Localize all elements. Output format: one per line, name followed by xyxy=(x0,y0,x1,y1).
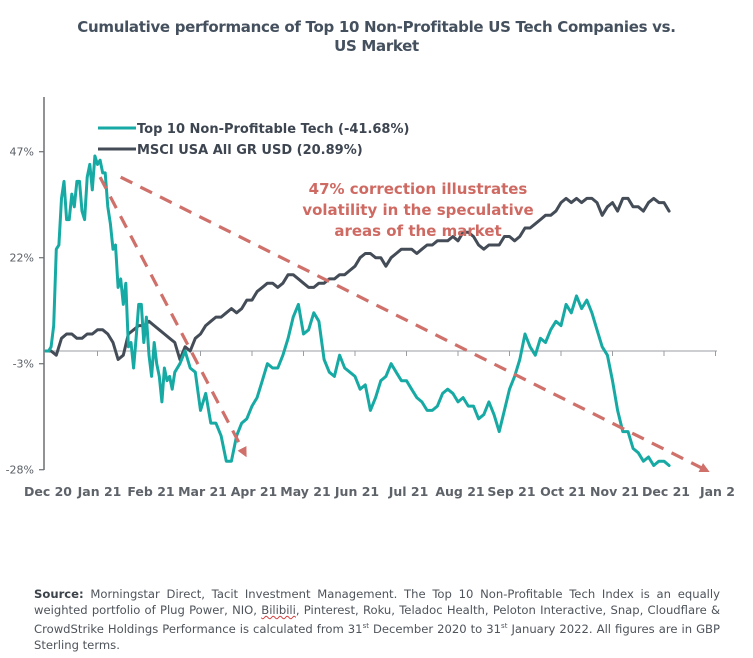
annotation-line-2: volatility in the speculative xyxy=(302,201,533,219)
legend-label-top10: Top 10 Non-Profitable Tech (-41.68%) xyxy=(137,122,409,137)
source-text-3: December 2020 to 31 xyxy=(368,621,502,636)
x-tick-label: Oct 21 xyxy=(540,484,586,499)
x-tick-label: Jun 21 xyxy=(334,484,379,499)
x-tick-label: Dec 21 xyxy=(642,484,690,499)
source-bilibili: Bilibili xyxy=(261,603,296,617)
y-tick-label: -3% xyxy=(13,358,34,371)
x-tick-label: Aug 21 xyxy=(435,484,484,499)
chart-title-line-1: Cumulative performance of Top 10 Non-Pro… xyxy=(77,18,676,36)
x-tick-label: Dec 20 xyxy=(24,484,72,499)
axes: 47% 22% -3% -28% Dec 20 Jan 21 Feb 21 Mar 21 Apr… xyxy=(6,97,735,499)
line-chart: 47% 22% -3% -28% Dec 20 Jan 21 Feb 21 Mar 21 Apr… xyxy=(6,97,735,499)
x-tick-label: May 21 xyxy=(280,484,330,499)
annotation-line-3: areas of the market xyxy=(334,222,501,240)
source-note: Source: Morningstar Direct, Tacit Invest… xyxy=(34,586,720,653)
x-tick-label: Feb 21 xyxy=(127,484,174,499)
chart-title: Cumulative performance of Top 10 Non-Pro… xyxy=(0,18,753,56)
source-text-1: Morningstar Direct, Tacit Investment Man… xyxy=(34,587,720,617)
y-tick-label: -28% xyxy=(6,464,34,477)
y-tick-label: 47% xyxy=(10,146,34,159)
x-tick-label: Jul 21 xyxy=(388,484,429,499)
legend: Top 10 Non-Profitable Tech (-41.68%) MSC… xyxy=(98,122,409,158)
chart-title-line-2: US Market xyxy=(334,37,419,55)
x-tick-label: Mar 21 xyxy=(178,484,227,499)
x-tick-label: Jan 21 xyxy=(77,484,122,499)
legend-label-msci: MSCI USA All GR USD (20.89%) xyxy=(137,143,363,158)
annotation-line-1: 47% correction illustrates xyxy=(309,180,528,198)
y-tick-label: 22% xyxy=(10,252,34,265)
x-tick-label: Sep 21 xyxy=(487,484,535,499)
source-text-2: , Pinterest, Roku, Teladoc Health, Pelot… xyxy=(34,603,721,636)
series-line-msci-usa xyxy=(44,196,671,361)
x-tick-label: Apr 21 xyxy=(231,484,278,499)
steep-drop-arrow xyxy=(98,176,247,458)
annotation: 47% correction illustrates volatility in… xyxy=(302,180,533,240)
series-line-top10-nonprofitable xyxy=(44,154,671,467)
x-tick-label: Jan 2 xyxy=(699,484,735,499)
source-sup-2: st xyxy=(501,622,508,630)
source-text-4: January 2022. All figures are in GBP Ste… xyxy=(34,621,720,652)
source-sup-1: st xyxy=(362,622,369,630)
x-tick-label: Nov 21 xyxy=(590,484,639,499)
source-label: Source: xyxy=(34,587,84,601)
series-layer xyxy=(44,154,671,467)
trend-arrows xyxy=(98,175,710,472)
